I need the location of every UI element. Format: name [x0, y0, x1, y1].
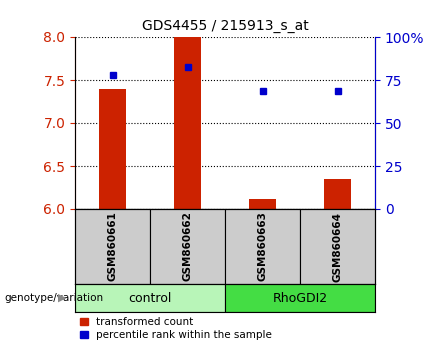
- Text: genotype/variation: genotype/variation: [4, 293, 104, 303]
- Bar: [300, 209, 375, 284]
- Bar: [150, 209, 225, 284]
- Bar: [175, 37, 201, 209]
- Text: control: control: [128, 291, 172, 304]
- Text: GSM860663: GSM860663: [258, 212, 267, 281]
- Bar: [225, 284, 375, 312]
- Bar: [225, 209, 300, 284]
- Legend: transformed count, percentile rank within the sample: transformed count, percentile rank withi…: [80, 317, 272, 340]
- Bar: [99, 88, 126, 209]
- Text: ▶: ▶: [58, 293, 66, 303]
- Bar: [249, 199, 276, 209]
- Text: GSM860661: GSM860661: [108, 212, 117, 281]
- Bar: [75, 284, 225, 312]
- Text: RhoGDI2: RhoGDI2: [273, 291, 328, 304]
- Title: GDS4455 / 215913_s_at: GDS4455 / 215913_s_at: [141, 19, 308, 33]
- Bar: [324, 179, 350, 209]
- Text: GSM860664: GSM860664: [332, 211, 343, 281]
- Bar: [75, 209, 150, 284]
- Text: GSM860662: GSM860662: [182, 212, 193, 281]
